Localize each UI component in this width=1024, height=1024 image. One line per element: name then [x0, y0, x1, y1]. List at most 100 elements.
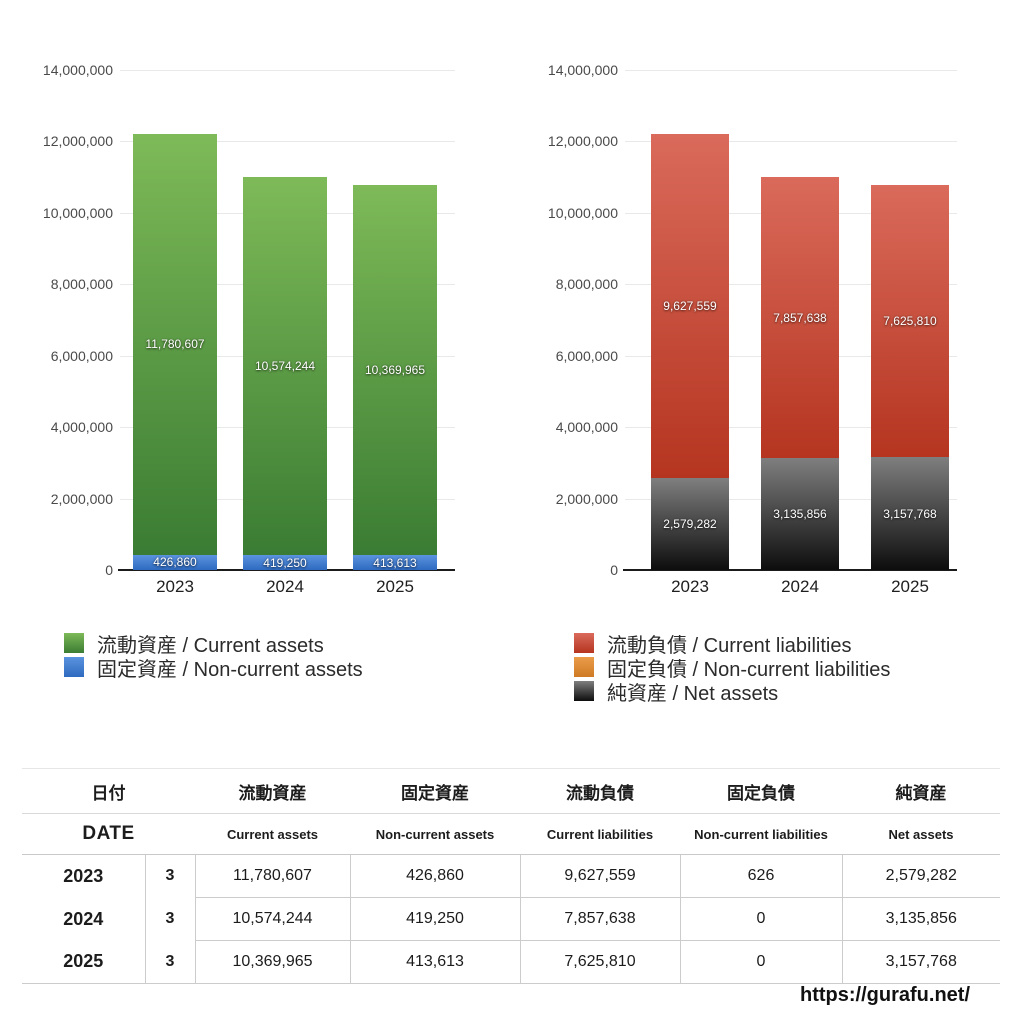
- bar-segment: [761, 177, 839, 458]
- y-axis-tick-label: 8,000,000: [555, 276, 618, 293]
- legend-color-swatch: [574, 681, 594, 701]
- legend-item: 固定負債 / Non-current liabilities: [574, 655, 891, 681]
- net-assets-value: 3,135,856: [842, 897, 1000, 941]
- bar-segment: [871, 184, 949, 458]
- y-axis-tick-label: 12,000,000: [547, 133, 618, 150]
- bar-segment: [761, 458, 839, 570]
- net-assets-value: 3,157,768: [842, 940, 1000, 984]
- legend-color-swatch: [64, 633, 84, 653]
- y-axis-tick-label: 12,000,000: [42, 133, 113, 150]
- y-axis-tick-label: 6,000,000: [555, 347, 618, 364]
- table-row: 2024 3 10,574,244 419,250 7,857,638 0 3,…: [22, 897, 1000, 941]
- current-liabilities-value: 7,625,810: [520, 940, 681, 984]
- header-noncurrent-liabilities-en: Non-current liabilities: [680, 813, 842, 855]
- header-net-assets-en: Net assets: [842, 813, 1000, 855]
- legend-color-swatch: [64, 657, 84, 677]
- header-date-en: DATE: [22, 813, 195, 855]
- noncurrent-liabilities-value: 626: [680, 854, 843, 898]
- bar-value-label: 426,860: [153, 555, 197, 570]
- legend-label: 純資産 / Net assets: [607, 682, 779, 705]
- bar-segment: [133, 134, 217, 555]
- header-noncurrent-assets-jp: 固定資産: [350, 768, 520, 814]
- y-axis-tick-label: 4,000,000: [50, 419, 113, 436]
- bar-segment: [133, 554, 217, 570]
- header-noncurrent-assets-en: Non-current assets: [350, 813, 520, 855]
- table-header-english: DATE Current assets Non-current assets C…: [22, 813, 1000, 855]
- bar-value-label: 7,625,810: [883, 314, 937, 329]
- header-current-assets-en: Current assets: [195, 813, 350, 855]
- chart-legend: 流動負債 / Current liabilities 固定負債 / Non-cur…: [574, 631, 891, 705]
- y-axis-tick-label: 4,000,000: [555, 419, 618, 436]
- bar-value-label: 3,157,768: [883, 506, 937, 521]
- header-noncurrent-liabilities-jp: 固定負債: [680, 768, 842, 814]
- legend-label: 固定負債 / Non-current liabilities: [607, 658, 891, 681]
- bar-value-label: 2,579,282: [663, 516, 717, 531]
- year-cell: 2025: [22, 940, 146, 984]
- bar-segment: [243, 555, 327, 570]
- legend-item: 流動資産 / Current assets: [64, 631, 363, 657]
- noncurrent-liabilities-value: 0: [680, 940, 843, 984]
- source-url: https://gurafu.net/: [800, 984, 970, 1006]
- legend-color-swatch: [574, 633, 594, 653]
- gridline: [120, 70, 455, 71]
- legend-item: 固定資産 / Non-current assets: [64, 655, 363, 681]
- legend-color-swatch: [574, 657, 594, 677]
- bar-segment: [651, 134, 729, 478]
- x-axis-category-label: 2023: [156, 577, 194, 596]
- header-net-assets-jp: 純資産: [842, 768, 1000, 814]
- month-cell: 3: [145, 897, 196, 941]
- bar-value-label: 10,574,244: [254, 359, 316, 374]
- bar-segment: [651, 477, 729, 479]
- x-axis-baseline: [623, 569, 957, 571]
- legend-label: 流動資産 / Current assets: [97, 634, 324, 657]
- balance-sheet-table: 日付 流動資産 固定資産 流動負債 固定負債 純資産 DATE Current …: [22, 768, 1000, 984]
- x-axis-category-label: 2025: [376, 577, 414, 596]
- gridline: [120, 141, 455, 143]
- legend-label: 固定資産 / Non-current assets: [97, 658, 363, 681]
- bar-segment: [871, 457, 949, 570]
- bar-value-label: 9,627,559: [663, 298, 717, 313]
- noncurrent-liabilities-value: 0: [680, 897, 843, 941]
- bar-value-label: 10,369,965: [364, 363, 426, 378]
- table-row: 2023 3 11,780,607 426,860 9,627,559 626 …: [22, 854, 1000, 898]
- x-axis-category-label: 2023: [671, 577, 709, 596]
- gridline: [625, 141, 957, 143]
- year-cell: 2023: [22, 854, 146, 898]
- bar-segment: [243, 177, 327, 556]
- year-cell: 2024: [22, 897, 146, 941]
- y-axis-tick-label: 8,000,000: [50, 276, 113, 293]
- current-assets-value: 10,574,244: [195, 897, 351, 941]
- y-axis-tick-label: 14,000,000: [547, 62, 618, 78]
- current-liabilities-value: 9,627,559: [520, 854, 681, 898]
- y-axis-tick-label: 2,000,000: [555, 490, 618, 507]
- bar-segment: [353, 184, 437, 556]
- x-axis-baseline: [118, 569, 455, 571]
- legend-item: 純資産 / Net assets: [574, 679, 890, 705]
- gridline: [625, 70, 957, 71]
- header-current-liabilities-jp: 流動負債: [520, 768, 680, 814]
- header-date-jp: 日付: [22, 768, 195, 814]
- table-row: 2025 3 10,369,965 413,613 7,625,810 0 3,…: [22, 940, 1000, 984]
- month-cell: 3: [145, 940, 196, 984]
- header-current-assets-jp: 流動資産: [195, 768, 350, 814]
- noncurrent-assets-value: 419,250: [350, 897, 521, 941]
- y-axis-tick-label: 10,000,000: [42, 204, 113, 221]
- y-axis-tick-label: 0: [610, 562, 618, 578]
- bar-value-label: 419,250: [263, 555, 307, 570]
- header-current-liabilities-en: Current liabilities: [520, 813, 680, 855]
- noncurrent-assets-value: 413,613: [350, 940, 521, 984]
- legend-item: 流動負債 / Current liabilities: [574, 631, 890, 657]
- y-axis-tick-label: 2,000,000: [50, 490, 113, 507]
- x-axis-category-label: 2024: [781, 577, 819, 596]
- current-liabilities-value: 7,857,638: [520, 897, 681, 941]
- current-assets-value: 10,369,965: [195, 940, 351, 984]
- bar-segment: [651, 477, 729, 570]
- y-axis-tick-label: 14,000,000: [42, 62, 113, 78]
- x-axis-category-label: 2024: [266, 577, 304, 596]
- y-axis-tick-label: 6,000,000: [50, 347, 113, 364]
- noncurrent-assets-value: 426,860: [350, 854, 521, 898]
- y-axis-tick-label: 0: [105, 562, 113, 578]
- bar-value-label: 3,135,856: [773, 507, 827, 521]
